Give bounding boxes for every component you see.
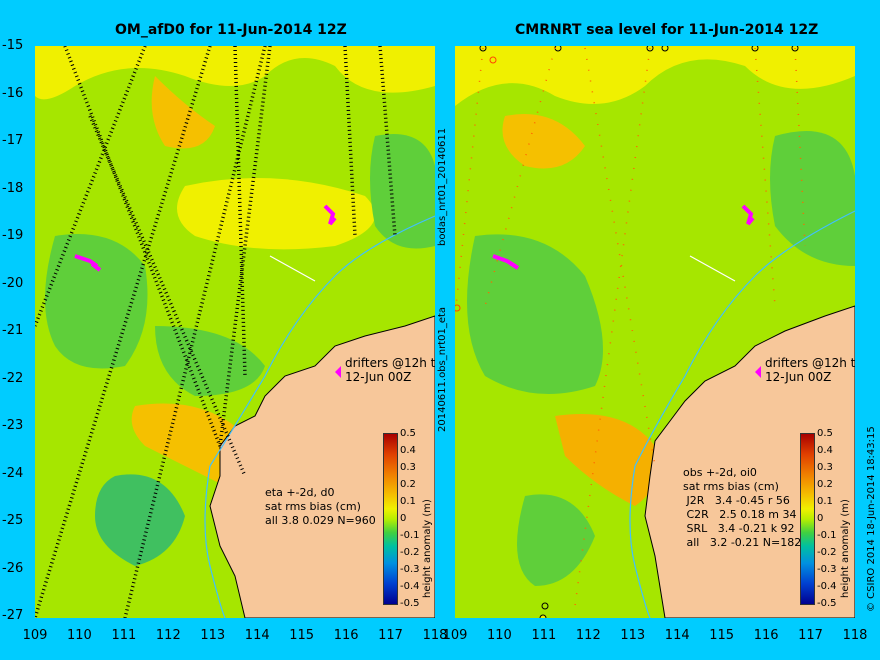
x-tick-label: 117: [378, 628, 403, 643]
anomaly-high: [131, 403, 243, 486]
left-map-svg: [35, 46, 435, 618]
observation-points: [455, 46, 799, 618]
x-tick-label: 118: [842, 628, 868, 643]
colorbar-tick-label: 0.4: [817, 445, 833, 456]
x-tick-label: 116: [333, 628, 359, 643]
x-tick-label: 113: [620, 628, 646, 643]
colorbar-tick-label: -0.3: [400, 564, 420, 575]
y-tick-label: -20: [2, 275, 24, 291]
colorbar-tick-label: 0.4: [400, 445, 416, 456]
right-map-svg: [455, 46, 855, 618]
anomaly-high: [502, 114, 585, 169]
anomaly-low: [517, 494, 595, 586]
shelf-contour: [204, 215, 435, 618]
anomaly-high: [177, 178, 375, 250]
colorbar-tick-label: -0.5: [400, 598, 420, 609]
x-tick-label: 112: [575, 628, 601, 643]
colorbar-tick-label: 0.1: [400, 496, 416, 507]
right-panel-title: CMRNRT sea level for 11-Jun-2014 12Z: [515, 22, 819, 38]
drifters-note-right: drifters @12h to 12-Jun 00Z: [765, 356, 855, 384]
drifter-legend-arrow: [755, 366, 761, 378]
anomaly-low: [95, 474, 185, 566]
x-tick-label: 110: [67, 628, 92, 643]
credit-label: © CSIRO 2014 18-Jun-2014 18:43:15: [866, 426, 877, 612]
shelf-contour: [629, 210, 855, 618]
colorbar-tick-label: -0.2: [400, 547, 420, 558]
run-label-top: bodas_nrt01_20140611: [437, 127, 448, 246]
colorbar-tick-label: 0.3: [817, 462, 833, 473]
drifter-track: [323, 204, 337, 226]
run-label-bottom: 20140611.obs_nrt01_eta: [437, 306, 448, 432]
y-tick-label: -16: [2, 85, 24, 101]
colorbar-tick-label: -0.1: [817, 530, 837, 541]
y-tick-label: -25: [2, 513, 24, 528]
anomaly-low: [770, 131, 855, 266]
x-tick-label: 111: [111, 628, 137, 643]
x-tick-label: 111: [531, 628, 557, 643]
y-tick-label: -23: [2, 418, 24, 433]
colorbar-tick-label: 0.2: [400, 479, 416, 490]
colorbar-left: [383, 433, 398, 605]
x-tick-label: 114: [664, 628, 690, 643]
anomaly-high: [35, 46, 435, 100]
stats-box-left: eta +-2d, d0 sat rms bias (cm) all 3.8 0…: [265, 486, 376, 527]
x-tick-label: 116: [753, 628, 779, 643]
right-map-panel: drifters @12h to 12-Jun 00Z obs +-2d, oi…: [455, 46, 855, 618]
colorbar-tick-label: -0.4: [400, 581, 420, 592]
x-tick-label: 109: [442, 628, 468, 643]
x-tick-label: 118: [422, 628, 448, 643]
anomaly-low: [45, 234, 148, 369]
x-tick-label: 115: [709, 628, 735, 643]
colorbar-right-title: height anomaly (m): [840, 499, 851, 598]
x-tick-label: 112: [155, 628, 181, 643]
colorbar-tick-label: -0.4: [817, 581, 837, 592]
y-tick-label: -15: [2, 38, 24, 53]
observation-tracks: [455, 47, 806, 607]
colorbar-tick-label: -0.3: [817, 564, 837, 575]
anomaly-low: [370, 134, 435, 249]
colorbar-tick-label: 0.5: [817, 428, 833, 439]
drifter-track: [74, 254, 102, 272]
x-tick-label: 110: [487, 628, 512, 643]
x-tick-label: 115: [289, 628, 315, 643]
anomaly-high: [151, 76, 215, 149]
wind-vector: [689, 255, 736, 282]
colorbar-right: [800, 433, 815, 605]
colorbar-tick-label: 0.5: [400, 428, 416, 439]
anomaly-low: [467, 234, 603, 394]
y-tick-label: -17: [2, 133, 24, 148]
stats-box-right: obs +-2d, oi0 sat rms bias (cm) J2R 3.4 …: [683, 466, 802, 549]
colorbar-tick-label: -0.1: [400, 530, 420, 541]
x-tick-label: 117: [798, 628, 823, 643]
colorbar-tick-label: -0.5: [817, 598, 837, 609]
drifter-track: [741, 204, 755, 226]
anomaly-high: [555, 414, 658, 506]
y-tick-label: -18: [2, 180, 24, 196]
colorbar-tick-label: 0: [400, 513, 407, 524]
x-tick-label: 114: [244, 628, 270, 643]
drifter-track: [492, 254, 520, 270]
x-tick-label: 113: [200, 628, 226, 643]
anomaly-high: [455, 46, 855, 106]
colorbar-left-title: height anomaly (m): [422, 499, 433, 598]
colorbar-tick-label: 0: [817, 513, 824, 524]
y-tick-label: -21: [2, 323, 24, 338]
y-tick-label: -19: [2, 228, 24, 243]
left-map-panel: drifters @12h to 12-Jun 00Z eta +-2d, d0…: [35, 46, 435, 618]
wind-vector: [269, 255, 316, 282]
drifter-legend-arrow: [335, 366, 341, 378]
y-tick-label: -24: [2, 465, 24, 481]
y-tick-label: -26: [2, 560, 24, 576]
colorbar-tick-label: 0.2: [817, 479, 833, 490]
x-tick-label: 109: [22, 628, 48, 643]
left-panel-title: OM_afD0 for 11-Jun-2014 12Z: [115, 22, 347, 38]
drifters-note-left: drifters @12h to 12-Jun 00Z: [345, 356, 435, 384]
colorbar-tick-label: -0.2: [817, 547, 837, 558]
anomaly-low: [155, 326, 265, 396]
y-tick-label: -22: [2, 370, 24, 386]
y-tick-label: -27: [2, 608, 24, 623]
colorbar-tick-label: 0.3: [400, 462, 416, 473]
colorbar-tick-label: 0.1: [817, 496, 833, 507]
